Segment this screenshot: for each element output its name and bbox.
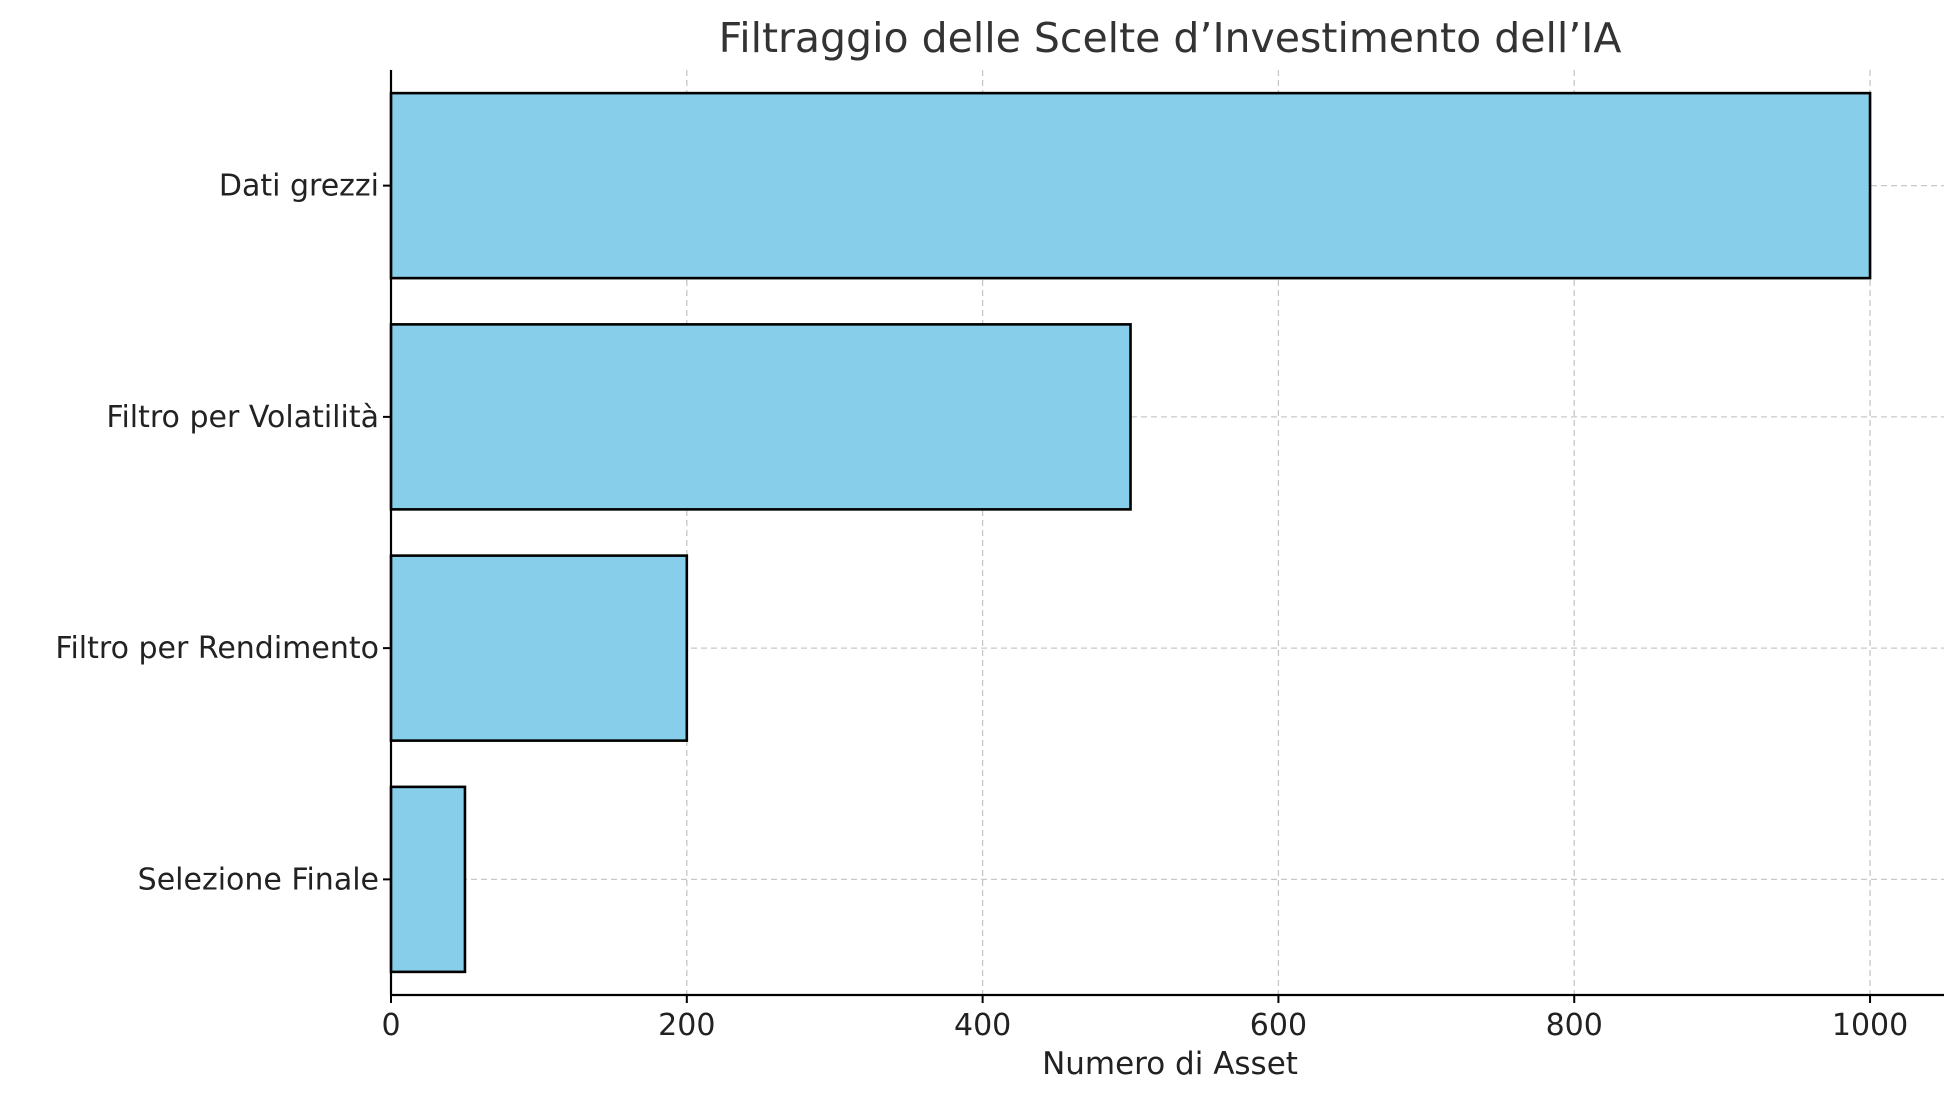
x-tick-label: 0	[381, 1008, 400, 1043]
y-tick-label: Dati grezzi	[219, 169, 379, 204]
x-axis-label: Numero di Asset	[1042, 1046, 1298, 1082]
bar-filtro-per-rendimento	[389, 554, 689, 742]
tick-labels: 0 200 400 600 800 1000 Dati grezzi Filtro per V…	[55, 169, 1908, 1043]
x-tick-label: 1000	[1832, 1008, 1908, 1043]
x-tick-label: 400	[954, 1008, 1011, 1043]
bar-selezione-finale	[389, 785, 467, 974]
y-tick-label: Filtro per Volatilità	[106, 400, 379, 435]
bar-filtro-per-volatilit	[389, 323, 1132, 511]
x-tick-label: 800	[1546, 1008, 1603, 1043]
bars	[389, 91, 1872, 974]
y-tick-label: Selezione Finale	[138, 862, 379, 897]
y-tick-label: Filtro per Rendimento	[55, 631, 379, 666]
bar-dati-grezzi	[389, 91, 1872, 280]
chart-title: Filtraggio delle Scelte d’Investimento d…	[719, 14, 1622, 62]
x-tick-label: 600	[1250, 1008, 1307, 1043]
axes	[383, 70, 1944, 1003]
x-tick-label: 200	[658, 1008, 715, 1043]
